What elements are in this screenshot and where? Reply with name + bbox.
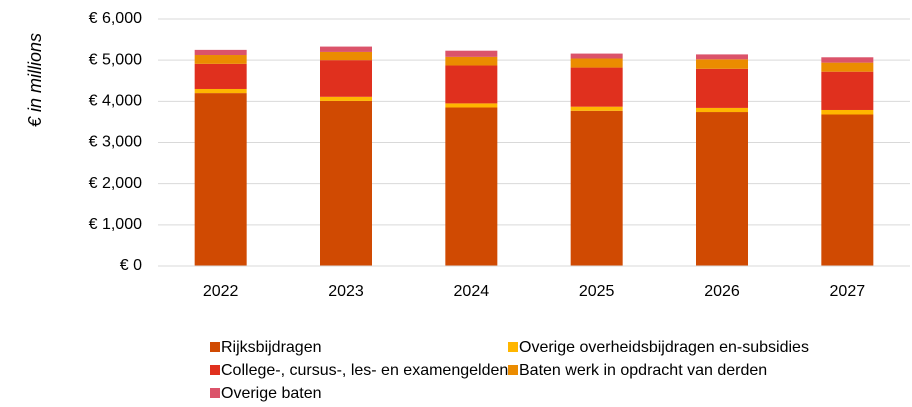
bar-segment: [320, 100, 372, 267]
bar-segment: [570, 110, 623, 266]
y-tick-label: € 1,000: [89, 216, 142, 233]
bar-segment: [570, 67, 623, 107]
bar-segment: [445, 50, 498, 57]
x-tick-label: 2022: [203, 283, 239, 300]
bar-segment: [320, 51, 372, 61]
y-tick-label: € 3,000: [89, 134, 142, 151]
bar-segment: [570, 53, 623, 59]
bar-segment: [821, 57, 874, 63]
x-tick-label: 2027: [830, 283, 866, 300]
legend-label: Baten werk in opdracht van derden: [519, 362, 767, 379]
bar-segment: [194, 63, 247, 89]
bar-segment: [194, 49, 247, 56]
y-tick-label: € 0: [120, 257, 142, 274]
bar-segment: [194, 93, 247, 266]
bar-segment: [445, 103, 498, 108]
bar-segment: [696, 68, 748, 108]
bar-segment: [320, 96, 372, 101]
legend-swatch: [210, 388, 220, 398]
y-tick-label: € 4,000: [89, 93, 142, 110]
y-tick-label: € 2,000: [89, 175, 142, 192]
x-tick-label: 2025: [579, 283, 615, 300]
legend-swatch: [508, 365, 518, 375]
bar-segment: [570, 106, 623, 111]
x-tick-label: 2024: [454, 283, 490, 300]
bar-segment: [821, 114, 874, 266]
x-tick-label: 2026: [704, 283, 740, 300]
bar-segment: [320, 60, 372, 97]
y-tick-label: € 5,000: [89, 51, 142, 68]
x-tick-label: 2023: [328, 283, 364, 300]
bar-segment: [445, 107, 498, 266]
bar-segment: [194, 55, 247, 64]
bar-segment: [445, 65, 498, 104]
legend-label: Overige baten: [221, 385, 322, 402]
legend-swatch: [508, 342, 518, 352]
y-tick-label: € 6,000: [89, 10, 142, 27]
bar-segment: [320, 46, 372, 52]
legend-swatch: [210, 342, 220, 352]
bar-segment: [696, 59, 748, 69]
bar-segment: [821, 109, 874, 115]
bar-segment: [696, 107, 748, 113]
bar-segment: [696, 54, 748, 60]
legend-label: College-, cursus-, les- en examengelden: [221, 362, 508, 379]
bar-segment: [821, 71, 874, 110]
legend-label: Rijksbijdragen: [221, 339, 322, 356]
bar-segment: [194, 88, 247, 94]
bar-segment: [696, 112, 748, 266]
y-axis-label: € in millions: [25, 33, 45, 127]
bar-segment: [821, 62, 874, 72]
legend-swatch: [210, 365, 220, 375]
bar-segment: [570, 58, 623, 68]
legend-label: Overige overheidsbijdragen en-subsidies: [519, 339, 809, 356]
bar-segment: [445, 56, 498, 66]
